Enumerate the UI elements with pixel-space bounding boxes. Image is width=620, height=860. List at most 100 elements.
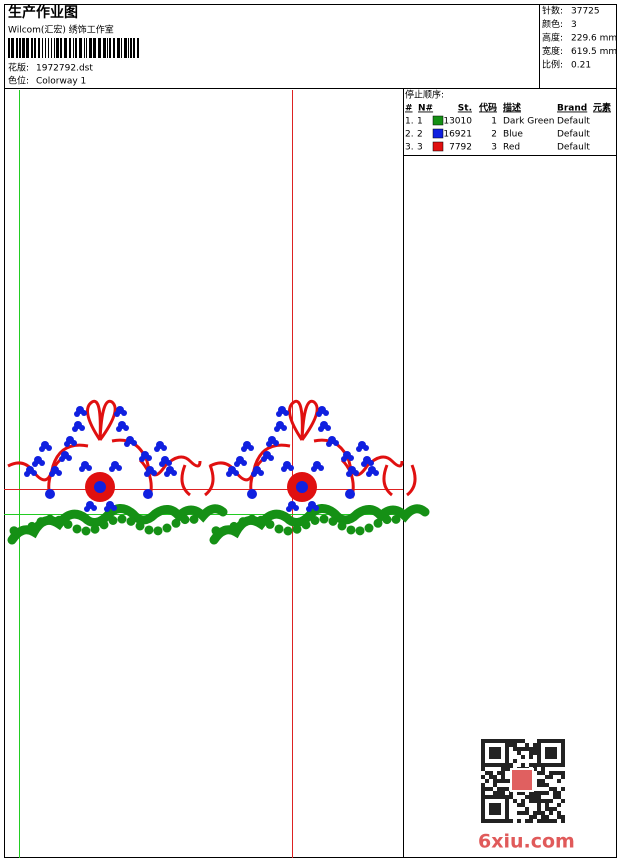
qr-module (505, 759, 509, 763)
bar (130, 38, 132, 58)
bar (84, 38, 85, 58)
qr-module (489, 771, 493, 775)
qr-module (489, 803, 493, 807)
qr-module (561, 743, 565, 747)
qr-module (533, 743, 537, 747)
color-swatch (432, 115, 444, 126)
qr-module (505, 811, 509, 815)
qr-module (537, 755, 541, 759)
color-swatch (432, 141, 444, 152)
qr-module (521, 755, 525, 759)
qr-module (497, 791, 501, 795)
qr-module (541, 739, 545, 743)
qr-module (481, 751, 485, 755)
qr-module (533, 767, 537, 771)
qr-module (549, 763, 553, 767)
qr-module (561, 775, 565, 779)
qr-module (525, 747, 529, 751)
qr-module (549, 799, 553, 803)
design-label: 花版: (8, 62, 29, 74)
bar (51, 38, 52, 58)
bar (107, 38, 108, 58)
qr-module (497, 811, 501, 815)
qr-module (481, 819, 485, 823)
qr-module (489, 819, 493, 823)
qr-module (489, 811, 493, 815)
qr-module (489, 795, 493, 799)
qr-module (505, 747, 509, 751)
qr-module (497, 755, 501, 759)
cell: Red (503, 143, 520, 153)
qr-module (537, 743, 541, 747)
qr-module (561, 751, 565, 755)
column-header: 元素 (593, 102, 611, 114)
qr-module (525, 743, 529, 747)
qr-module (533, 751, 537, 755)
qr-module (541, 811, 545, 815)
qr-module (497, 819, 501, 823)
qr-module (545, 755, 549, 759)
qr-module (553, 771, 557, 775)
qr-module (481, 763, 485, 767)
cell: 1. (405, 117, 414, 127)
qr-module (517, 747, 521, 751)
qr-module (497, 779, 501, 783)
qr-module (481, 767, 485, 771)
qr-module (561, 819, 565, 823)
qr-module (525, 807, 529, 811)
cell: 13010 (443, 117, 472, 127)
qr-module (493, 795, 497, 799)
border (4, 4, 617, 858)
qr-module (537, 759, 541, 763)
qr-module (485, 779, 489, 783)
bar (103, 38, 106, 58)
qr-module (537, 803, 541, 807)
qr-module (533, 815, 537, 819)
cell: 2 (417, 130, 423, 140)
cell: Dark Green (503, 117, 554, 127)
qr-module (557, 771, 561, 775)
qr-module (529, 819, 533, 823)
qr-module (549, 755, 553, 759)
qr-module (505, 787, 509, 791)
qr-module (521, 799, 525, 803)
qr-module (505, 799, 509, 803)
qr-module (561, 787, 565, 791)
qr-module (505, 815, 509, 819)
qr-module (541, 783, 545, 787)
qr-module (505, 795, 509, 799)
qr-module (489, 775, 493, 779)
qr-module (481, 799, 485, 803)
qr-module (541, 779, 545, 783)
qr-module (553, 751, 557, 755)
qr-module (549, 811, 553, 815)
qr-module (485, 787, 489, 791)
qr-module (529, 795, 533, 799)
qr-module (537, 799, 541, 803)
qr-module (497, 807, 501, 811)
qr-module (533, 747, 537, 751)
qr-module (481, 759, 485, 763)
qr-module (497, 803, 501, 807)
qr-module (493, 751, 497, 755)
qr-module (545, 803, 549, 807)
qr-module (505, 739, 509, 743)
bar (22, 38, 25, 58)
cell: Default (557, 130, 590, 140)
info-value: 229.6 mm (571, 34, 617, 44)
qr-module (537, 783, 541, 787)
qr-module (525, 795, 529, 799)
bar (8, 38, 10, 58)
bar (64, 38, 67, 58)
bar (11, 38, 14, 58)
bar (34, 38, 36, 58)
qr-module (481, 775, 485, 779)
qr-module (529, 755, 533, 759)
qr-module (481, 743, 485, 747)
qr-module (553, 755, 557, 759)
qr-module (481, 807, 485, 811)
qr-module (553, 747, 557, 751)
bar (45, 38, 46, 58)
column-header: 描述 (503, 102, 521, 114)
